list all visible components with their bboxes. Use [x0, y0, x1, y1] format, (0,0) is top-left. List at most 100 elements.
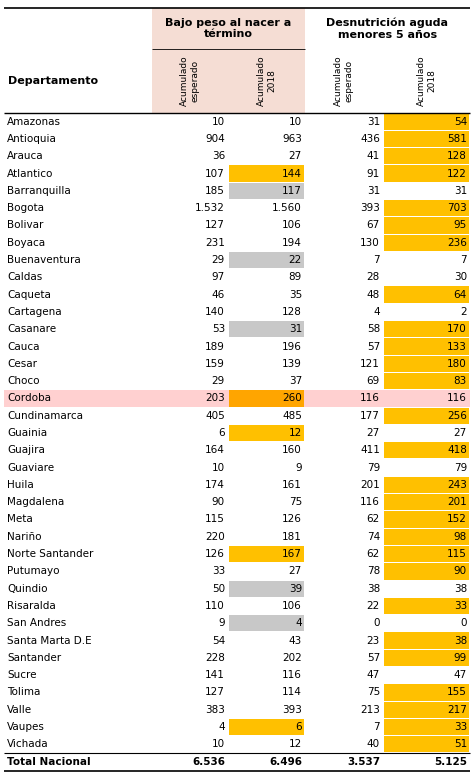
Text: Cartagena: Cartagena	[7, 307, 62, 317]
Text: Sucre: Sucre	[7, 670, 36, 680]
Text: 54: 54	[454, 116, 467, 127]
Bar	[384, 701, 469, 718]
Text: 10: 10	[212, 462, 225, 473]
Text: 22: 22	[367, 601, 380, 611]
Bar	[384, 563, 469, 580]
Text: 405: 405	[205, 411, 225, 421]
Text: 78: 78	[367, 566, 380, 576]
Text: 39: 39	[289, 583, 302, 594]
Text: Bolivar: Bolivar	[7, 220, 44, 230]
Bar	[384, 200, 469, 216]
Bar	[384, 494, 469, 510]
Text: Atlantico: Atlantico	[7, 169, 54, 179]
Text: 144: 144	[282, 169, 302, 179]
Text: 43: 43	[289, 636, 302, 646]
Text: 180: 180	[447, 358, 467, 369]
Text: 97: 97	[212, 273, 225, 282]
Text: 231: 231	[205, 237, 225, 248]
Text: Huila: Huila	[7, 480, 34, 490]
Text: 62: 62	[367, 515, 380, 525]
Text: Santander: Santander	[7, 653, 61, 663]
Text: 98: 98	[454, 532, 467, 542]
Text: 116: 116	[447, 394, 467, 404]
Text: 53: 53	[212, 324, 225, 334]
Text: 116: 116	[360, 497, 380, 507]
Text: 127: 127	[205, 220, 225, 230]
Text: San Andres: San Andres	[7, 619, 66, 628]
Text: 133: 133	[447, 341, 467, 351]
Bar	[384, 321, 469, 337]
Text: 10: 10	[212, 116, 225, 127]
Bar	[229, 546, 304, 562]
Text: 122: 122	[447, 169, 467, 179]
Text: Magdalena: Magdalena	[7, 497, 64, 507]
Text: 31: 31	[289, 324, 302, 334]
Text: 383: 383	[205, 704, 225, 715]
Text: 29: 29	[212, 255, 225, 265]
Text: 581: 581	[447, 134, 467, 144]
Text: Cauca: Cauca	[7, 341, 39, 351]
Text: 106: 106	[282, 220, 302, 230]
Text: Valle: Valle	[7, 704, 32, 715]
Text: Choco: Choco	[7, 376, 39, 386]
Text: 50: 50	[212, 583, 225, 594]
Text: 220: 220	[205, 532, 225, 542]
Bar	[384, 287, 469, 303]
Text: 83: 83	[454, 376, 467, 386]
Text: 27: 27	[289, 152, 302, 161]
Text: Total Nacional: Total Nacional	[7, 757, 91, 767]
Text: 121: 121	[360, 358, 380, 369]
Text: 185: 185	[205, 186, 225, 196]
Bar	[229, 425, 304, 441]
Text: Meta: Meta	[7, 515, 33, 525]
Text: 130: 130	[360, 237, 380, 248]
Text: 89: 89	[289, 273, 302, 282]
Text: 167: 167	[282, 549, 302, 559]
Text: 75: 75	[367, 687, 380, 697]
Text: 6.536: 6.536	[192, 757, 225, 767]
Text: 90: 90	[212, 497, 225, 507]
Text: 126: 126	[282, 515, 302, 525]
Text: 260: 260	[282, 394, 302, 404]
Bar	[384, 597, 469, 614]
Text: 1.560: 1.560	[272, 203, 302, 213]
Text: 9: 9	[219, 619, 225, 628]
Text: 31: 31	[454, 186, 467, 196]
Text: 9: 9	[295, 462, 302, 473]
Text: 194: 194	[282, 237, 302, 248]
Text: Santa Marta D.E: Santa Marta D.E	[7, 636, 91, 646]
Text: 33: 33	[454, 722, 467, 732]
Text: Boyaca: Boyaca	[7, 237, 45, 248]
Bar	[384, 408, 469, 424]
Text: 703: 703	[447, 203, 467, 213]
Text: 485: 485	[282, 411, 302, 421]
Text: 140: 140	[205, 307, 225, 317]
Text: 6: 6	[219, 428, 225, 438]
Text: 141: 141	[205, 670, 225, 680]
Text: 117: 117	[282, 186, 302, 196]
Text: 3.537: 3.537	[347, 757, 380, 767]
Text: 189: 189	[205, 341, 225, 351]
Bar	[229, 183, 304, 199]
Text: 0: 0	[374, 619, 380, 628]
Bar	[384, 633, 469, 649]
Text: 10: 10	[289, 116, 302, 127]
Text: 58: 58	[367, 324, 380, 334]
Text: 27: 27	[289, 566, 302, 576]
Text: 110: 110	[205, 601, 225, 611]
Text: 62: 62	[367, 549, 380, 559]
Text: Cundinamarca: Cundinamarca	[7, 411, 83, 421]
Text: 79: 79	[454, 462, 467, 473]
Text: Vichada: Vichada	[7, 740, 49, 749]
Text: 57: 57	[367, 341, 380, 351]
Text: 127: 127	[205, 687, 225, 697]
Text: 4: 4	[374, 307, 380, 317]
Text: 51: 51	[454, 740, 467, 749]
Text: Acumulado
esperado: Acumulado esperado	[334, 55, 354, 106]
Text: 27: 27	[454, 428, 467, 438]
Text: 31: 31	[367, 116, 380, 127]
Bar	[384, 684, 469, 701]
Text: 37: 37	[289, 376, 302, 386]
Bar	[384, 217, 469, 234]
Text: Desnutrición aguda
menores 5 años: Desnutrición aguda menores 5 años	[327, 17, 448, 40]
